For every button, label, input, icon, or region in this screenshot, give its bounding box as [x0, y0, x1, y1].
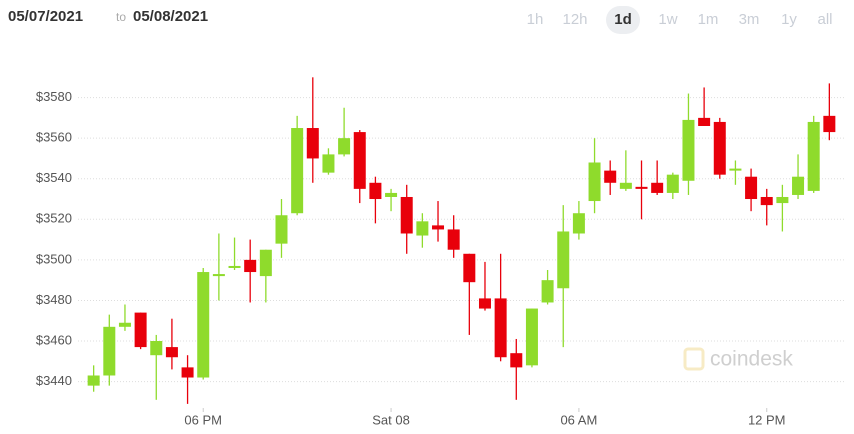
candle-body — [103, 326, 116, 376]
candle-body — [478, 298, 491, 309]
candle-body — [322, 154, 335, 173]
range-button[interactable]: 1w — [658, 11, 677, 28]
watermark: coindesk — [710, 348, 793, 371]
date-from: 05/07/2021 — [8, 8, 83, 25]
candle-body — [666, 174, 679, 193]
candle-body — [823, 115, 836, 133]
range-button[interactable]: 1m — [698, 11, 719, 28]
y-tick-label: $3500 — [36, 251, 72, 266]
candle-body — [212, 274, 225, 277]
candle-body — [525, 308, 538, 366]
watermark-logo — [683, 347, 705, 371]
y-tick-label: $3440 — [36, 373, 72, 388]
candle-body — [275, 215, 288, 244]
candle-body — [745, 176, 758, 200]
x-tick-label: 12 PM — [748, 412, 786, 427]
candle-body — [713, 121, 726, 175]
candle-body — [306, 128, 319, 159]
range-button[interactable]: 3m — [739, 11, 760, 28]
range-button[interactable]: 12h — [562, 11, 587, 28]
candle-body — [619, 182, 632, 189]
candle-body — [228, 265, 241, 268]
candle-body — [807, 121, 820, 191]
candle-body — [604, 170, 617, 183]
date-to: 05/08/2021 — [133, 8, 208, 25]
range-button[interactable]: all — [817, 11, 832, 28]
candle-body — [635, 186, 648, 189]
candle-body — [369, 182, 382, 200]
candle-body — [760, 196, 773, 206]
candle-body — [792, 176, 805, 195]
candle-body — [432, 225, 445, 230]
range-button[interactable]: 1y — [781, 11, 797, 28]
candle-body — [447, 229, 460, 250]
y-tick-label: $3460 — [36, 332, 72, 347]
y-tick-label: $3560 — [36, 130, 72, 145]
candle-body — [150, 341, 163, 356]
candle-body — [494, 298, 507, 358]
candle-body — [400, 196, 413, 234]
candle-body — [557, 231, 570, 289]
candle-body — [541, 280, 554, 303]
candle-body — [291, 128, 304, 214]
range-button[interactable]: 1h — [527, 11, 544, 28]
candle-body — [181, 367, 194, 378]
candle-body — [651, 182, 664, 193]
y-tick-label: $3540 — [36, 170, 72, 185]
candle-body — [87, 375, 100, 386]
y-tick-label: $3580 — [36, 89, 72, 104]
candle-body — [682, 119, 695, 181]
candle-body — [244, 259, 257, 273]
x-tick-label: 06 AM — [560, 412, 597, 427]
x-tick-label: Sat 08 — [372, 412, 410, 427]
x-tick-label: 06 PM — [184, 412, 222, 427]
candle-body — [510, 353, 523, 368]
range-button-bg — [606, 6, 640, 34]
candle-body — [197, 272, 210, 378]
candle-body — [588, 162, 601, 202]
y-tick-label: $3480 — [36, 292, 72, 307]
candle-body — [572, 213, 585, 234]
candle-body — [118, 322, 131, 327]
y-tick-label: $3520 — [36, 211, 72, 226]
candle-body — [338, 138, 351, 155]
date-separator: to — [116, 10, 126, 24]
candle-body — [463, 253, 476, 283]
candle-body — [385, 192, 398, 197]
range-button[interactable]: 1d — [614, 11, 632, 28]
candle-body — [165, 347, 178, 358]
candle-body — [698, 117, 711, 126]
candle-body — [134, 312, 147, 348]
candle-body — [353, 132, 366, 189]
candle-body — [729, 168, 742, 171]
candle-body — [259, 249, 272, 277]
candle-body — [776, 196, 789, 204]
candle-body — [416, 221, 429, 236]
